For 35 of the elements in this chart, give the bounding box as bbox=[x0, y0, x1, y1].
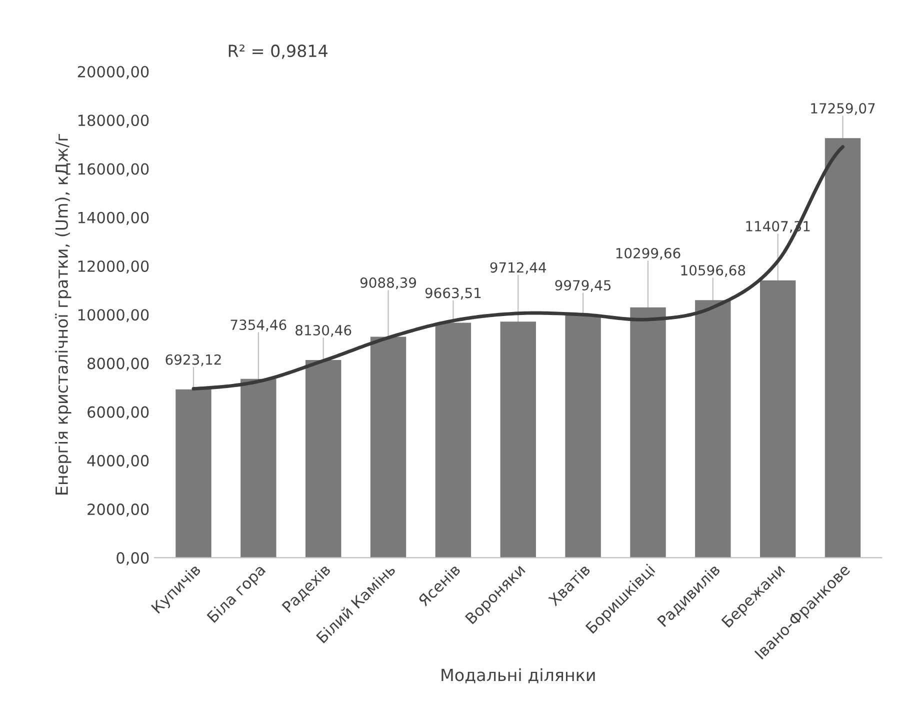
data-label: 9712,44 bbox=[490, 262, 546, 274]
data-label: 17259,07 bbox=[811, 103, 875, 115]
y-tick-label: 12000,00 bbox=[78, 260, 149, 274]
y-axis-title: Енергія кристалічної гратки, (Um), кДж/г bbox=[55, 134, 72, 494]
y-tick-label: 8000,00 bbox=[88, 358, 149, 371]
bar bbox=[630, 307, 666, 558]
data-label: 6923,12 bbox=[166, 354, 221, 366]
data-label: 8130,46 bbox=[296, 324, 352, 337]
y-tick-label: 4000,00 bbox=[87, 454, 149, 468]
bar bbox=[435, 322, 472, 558]
bar bbox=[565, 315, 601, 558]
y-tick-label: 2000,00 bbox=[88, 504, 149, 517]
data-label: 7354,46 bbox=[230, 320, 286, 332]
y-tick-label: 6000,00 bbox=[88, 406, 149, 420]
y-tick-label: 18000,00 bbox=[78, 114, 149, 128]
y-tick-label: 16000,00 bbox=[78, 163, 149, 176]
data-label: 9663,51 bbox=[425, 288, 481, 300]
y-tick-label: 0,00 bbox=[116, 552, 149, 566]
y-tick-label: 14000,00 bbox=[78, 212, 149, 225]
text: R² = 0,9814 bbox=[228, 44, 328, 59]
bar bbox=[824, 138, 861, 558]
bar bbox=[695, 300, 731, 558]
data-label: 9088,39 bbox=[360, 277, 416, 290]
bar bbox=[370, 336, 406, 558]
y-tick-label: 20000,00 bbox=[78, 66, 149, 80]
data-label: 10596,68 bbox=[681, 265, 746, 277]
bar bbox=[500, 322, 536, 558]
bar bbox=[305, 360, 342, 558]
data-label: 10299,66 bbox=[616, 248, 680, 260]
y-tick-label: 10000,00 bbox=[78, 309, 149, 322]
x-axis-title: Модальні ділянки bbox=[442, 668, 595, 684]
data-label: 9979,45 bbox=[555, 280, 611, 292]
bar bbox=[176, 389, 212, 558]
bar bbox=[760, 280, 796, 558]
bar bbox=[240, 378, 276, 558]
